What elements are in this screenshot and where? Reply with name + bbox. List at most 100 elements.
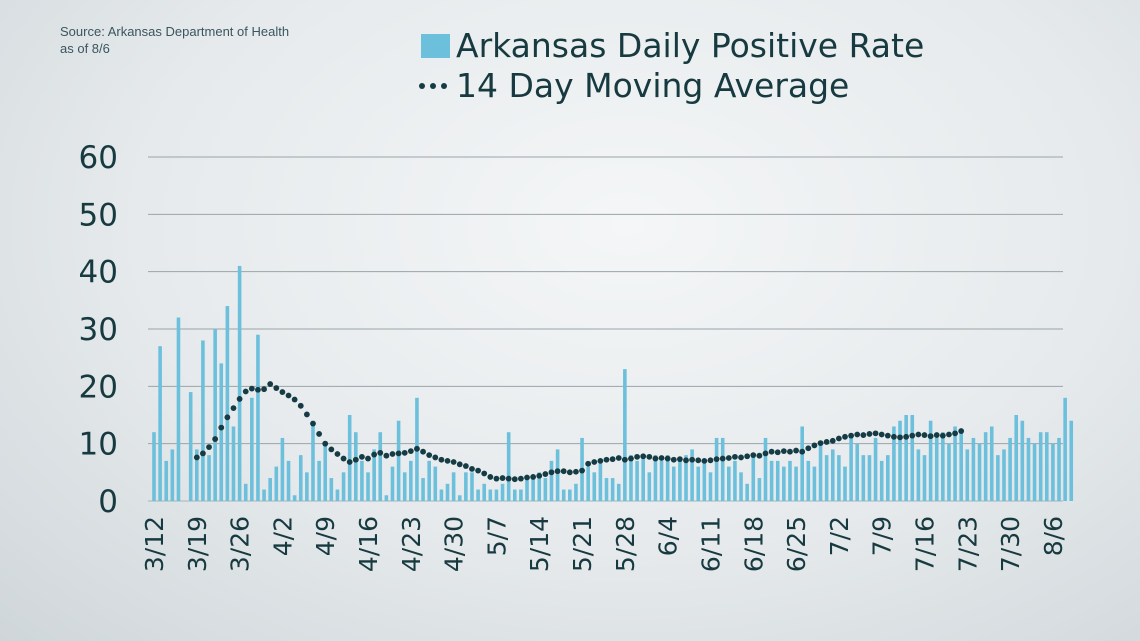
- bar: [1026, 437, 1031, 501]
- x-tick-label: 5/21: [568, 516, 597, 572]
- avg-point: [481, 470, 488, 477]
- bar: [592, 472, 597, 501]
- avg-point: [261, 386, 267, 393]
- x-tick-label: 7/2: [825, 516, 854, 556]
- bar: [574, 483, 578, 501]
- bar: [237, 265, 242, 501]
- x-tick-label: 3/12: [140, 516, 169, 572]
- x-tick-label: 6/18: [739, 516, 768, 572]
- y-tick-label: 40: [79, 255, 118, 291]
- bar: [402, 472, 407, 501]
- avg-point: [303, 411, 310, 418]
- avg-point: [927, 433, 934, 440]
- bar: [1069, 420, 1074, 501]
- avg-point: [585, 460, 592, 467]
- bar: [494, 489, 499, 501]
- bar: [256, 334, 260, 501]
- bar: [286, 460, 291, 501]
- bar: [892, 426, 896, 501]
- bar: [213, 329, 217, 501]
- bar: [623, 369, 627, 501]
- bar: [671, 466, 676, 501]
- x-tick-label: 7/9: [868, 516, 897, 556]
- bar: [702, 460, 707, 501]
- bar: [1020, 420, 1025, 501]
- x-tick-label: 5/7: [482, 516, 511, 556]
- avg-point: [279, 389, 286, 395]
- avg-point: [407, 448, 414, 455]
- avg-point: [725, 455, 732, 461]
- avg-point: [377, 449, 384, 456]
- bar: [665, 455, 670, 501]
- avg-point: [291, 396, 298, 403]
- avg-point: [591, 459, 598, 465]
- bar: [757, 478, 762, 501]
- bar: [292, 495, 297, 501]
- bar: [720, 437, 725, 501]
- x-tick-label: 7/30: [996, 516, 1025, 572]
- bar: [910, 415, 915, 501]
- avg-point: [511, 476, 518, 483]
- avg-point: [548, 469, 555, 476]
- avg-point: [462, 463, 469, 469]
- bar: [965, 449, 970, 501]
- avg-point: [787, 448, 793, 455]
- bar: [568, 489, 572, 501]
- avg-point: [420, 448, 426, 455]
- bar: [1038, 432, 1043, 501]
- bar: [788, 460, 792, 501]
- avg-point: [310, 420, 316, 427]
- bar: [916, 449, 921, 501]
- bar: [152, 432, 156, 501]
- avg-point: [701, 457, 708, 464]
- grid-lines: [148, 156, 1063, 502]
- bar: [280, 437, 285, 501]
- avg-point: [854, 431, 861, 438]
- avg-point: [340, 455, 347, 462]
- bar: [855, 443, 860, 501]
- bar: [195, 449, 199, 501]
- bar-series: [152, 265, 1074, 501]
- avg-point: [744, 453, 751, 460]
- bar: [886, 455, 890, 501]
- bar: [482, 483, 487, 501]
- bar: [164, 460, 169, 501]
- bar: [445, 483, 450, 501]
- avg-point: [664, 455, 671, 462]
- bar: [953, 426, 957, 501]
- bar: [641, 455, 645, 501]
- avg-point: [695, 457, 702, 464]
- avg-point: [780, 448, 787, 455]
- bar: [941, 432, 945, 501]
- bar: [1014, 415, 1019, 501]
- avg-point: [689, 456, 696, 463]
- bar: [549, 460, 554, 501]
- avg-point: [371, 451, 378, 458]
- bar: [427, 460, 431, 501]
- source-date-text: as of 8/6: [60, 41, 110, 56]
- avg-point: [878, 431, 885, 438]
- bar: [341, 472, 346, 501]
- avg-point: [536, 472, 543, 479]
- avg-point: [242, 388, 249, 395]
- avg-point: [609, 456, 616, 463]
- avg-point: [346, 459, 353, 465]
- avg-point: [872, 430, 879, 437]
- avg-point: [707, 457, 714, 464]
- bar: [959, 432, 963, 501]
- avg-point: [579, 467, 585, 474]
- bar: [512, 489, 517, 501]
- x-tick-label: 3/19: [183, 516, 212, 572]
- avg-point: [505, 475, 512, 482]
- bar: [678, 460, 682, 501]
- bar: [629, 455, 633, 501]
- bar: [188, 392, 193, 501]
- x-tick-label: 5/14: [525, 516, 554, 572]
- avg-point: [615, 455, 622, 461]
- bar: [433, 466, 438, 501]
- bar: [1057, 437, 1061, 501]
- bar: [219, 363, 224, 501]
- avg-point: [285, 392, 292, 399]
- bar: [1008, 437, 1012, 501]
